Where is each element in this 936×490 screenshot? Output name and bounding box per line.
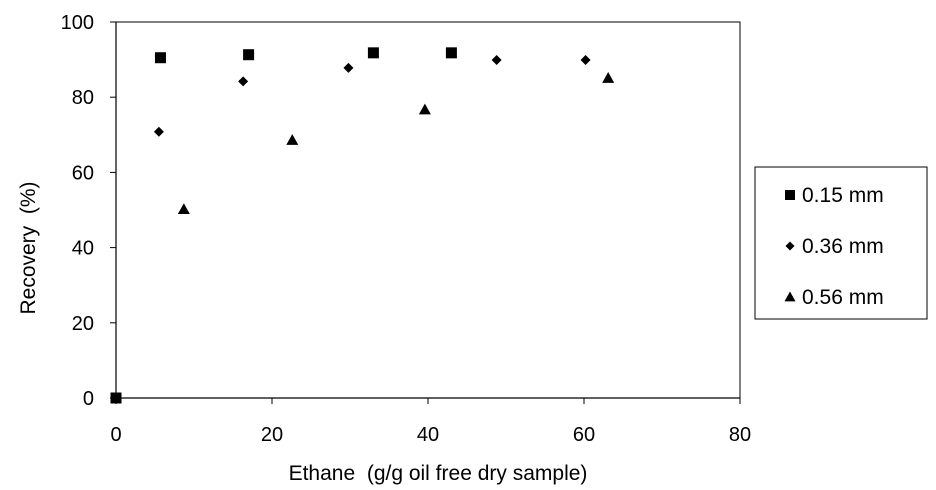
y-tick-label: 20 [72, 313, 94, 335]
triangle-point [602, 72, 615, 83]
y-tick-label: 0 [83, 388, 94, 410]
legend-diamond-icon [785, 241, 795, 251]
legend-triangle-icon [784, 291, 796, 302]
diamond-point [153, 126, 164, 137]
legend-label: 0.36 mm [802, 235, 884, 258]
y-axis-ticks: 0 20 40 60 80 100 [61, 12, 116, 410]
x-axis-label: Ethane (g/g oil free dry sample) [289, 462, 588, 485]
square-point [367, 47, 379, 59]
diamond-point [491, 54, 502, 65]
square-point [110, 392, 122, 404]
x-tick-label: 80 [729, 424, 751, 446]
y-tick-label: 100 [61, 12, 94, 34]
triangle-point [286, 134, 299, 145]
y-tick-label: 40 [72, 238, 94, 260]
x-tick-label: 0 [110, 424, 121, 446]
y-tick-label: 80 [72, 87, 94, 109]
y-tick-label: 60 [72, 162, 94, 184]
plot-frame [115, 21, 741, 399]
triangle-point [418, 103, 431, 115]
data-markers [110, 47, 615, 404]
x-tick-label: 40 [417, 424, 439, 446]
legend-box [754, 166, 928, 320]
legend-square-icon [785, 190, 795, 200]
square-point [154, 52, 166, 64]
legend-label: 0.15 mm [802, 184, 884, 207]
square-point [445, 47, 457, 59]
diamond-point [238, 76, 249, 87]
legend: 0.15 mm 0.36 mm 0.56 mm [754, 166, 928, 320]
x-tick-label: 20 [261, 424, 283, 446]
y-axis-label: Recovery (%) [17, 181, 40, 314]
x-axis-ticks: 0 20 40 60 80 [110, 398, 751, 446]
square-point [243, 49, 255, 61]
diamond-point [580, 54, 591, 65]
legend-label: 0.56 mm [802, 286, 884, 309]
plot-area [115, 21, 741, 399]
triangle-point [177, 203, 190, 215]
diamond-point [343, 62, 354, 73]
x-tick-label: 60 [573, 424, 595, 446]
